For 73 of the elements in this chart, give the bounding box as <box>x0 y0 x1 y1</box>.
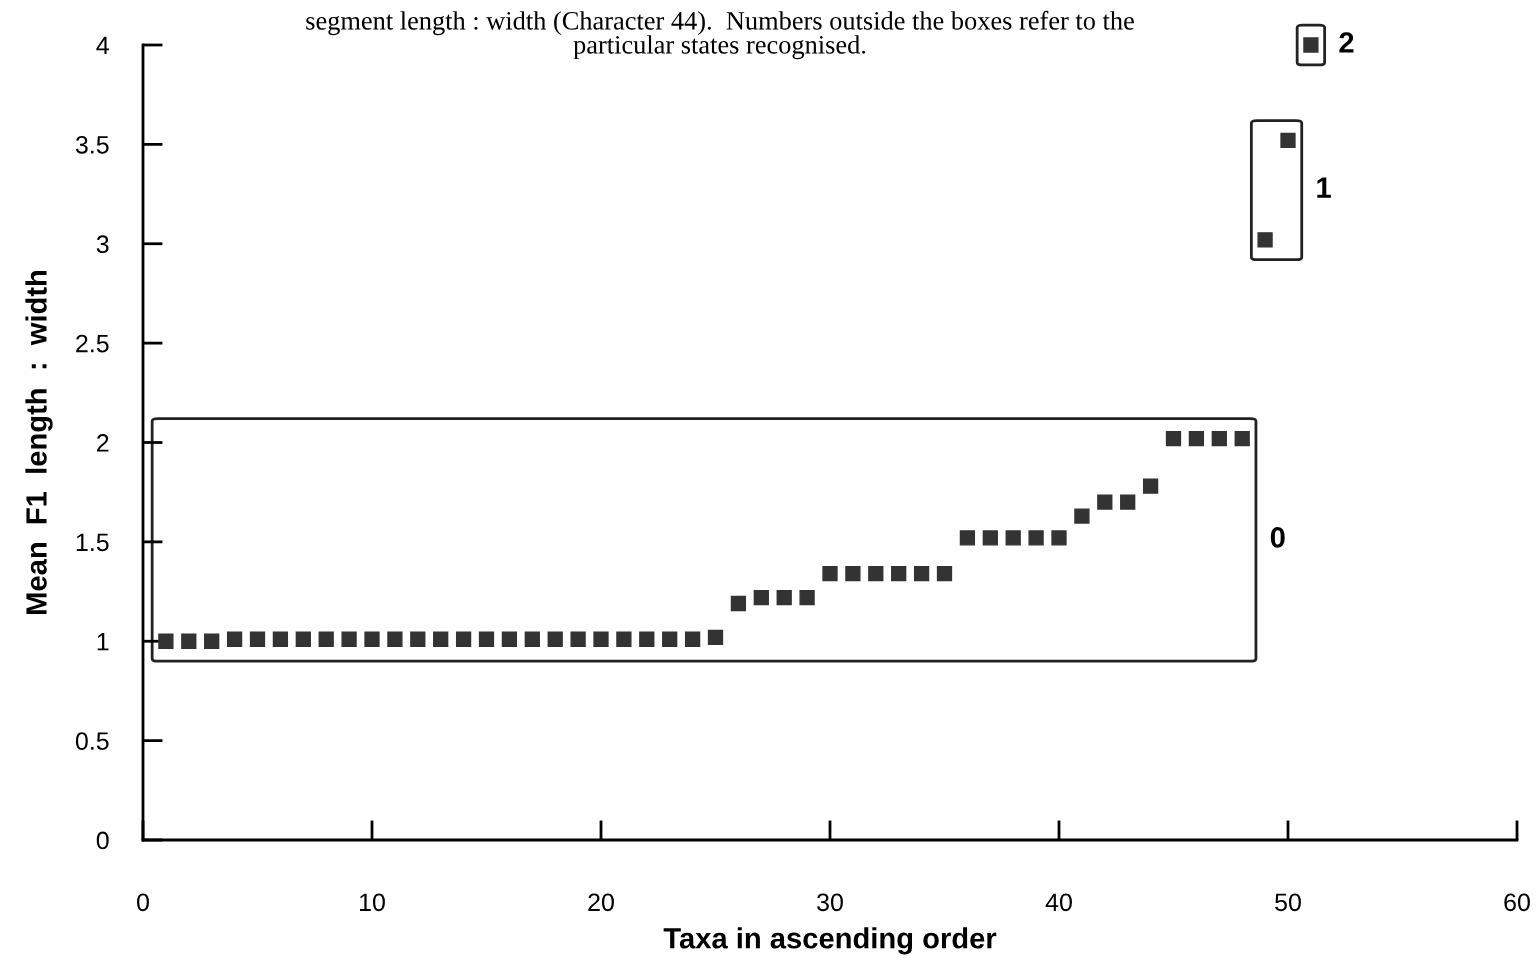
point <box>570 631 586 647</box>
y-tick-label: 3 <box>96 235 109 254</box>
point <box>1028 530 1044 546</box>
x-tick-label: 60 <box>1504 893 1530 912</box>
point <box>959 530 976 546</box>
point <box>341 631 357 647</box>
annotation: 0 <box>1270 527 1285 548</box>
point <box>936 566 953 582</box>
point <box>753 589 769 606</box>
point <box>891 566 907 582</box>
point <box>547 631 563 647</box>
point <box>707 629 724 645</box>
y-tick-label: 0 <box>96 831 109 850</box>
point <box>868 566 884 582</box>
y-axis-title: Mean F1 length : width <box>25 270 53 614</box>
point <box>799 589 815 606</box>
point <box>1211 430 1227 447</box>
x-tick-label: 10 <box>360 893 385 912</box>
point <box>501 631 518 647</box>
point <box>730 595 747 612</box>
point <box>158 633 174 649</box>
x-tick-label: 30 <box>817 893 843 912</box>
point <box>822 566 838 582</box>
point <box>913 566 930 582</box>
point <box>295 631 311 647</box>
point <box>776 589 792 606</box>
point <box>1097 494 1113 510</box>
point <box>433 631 449 647</box>
point <box>639 631 655 647</box>
point <box>524 631 540 647</box>
point <box>478 631 495 647</box>
point <box>616 631 632 647</box>
point <box>455 631 472 647</box>
point <box>364 631 380 647</box>
chart-title: segment length : width (Character 44). Numbers outside the boxes refer to the particular states recognised. <box>306 10 1134 60</box>
y-tick-label: 1 <box>97 633 109 651</box>
point <box>1142 478 1159 494</box>
point <box>1074 508 1090 524</box>
annotation: 1 <box>1317 177 1331 198</box>
y-tick-label: 4 <box>96 36 109 55</box>
point <box>982 530 998 546</box>
point <box>387 631 403 647</box>
point <box>684 631 701 647</box>
point <box>845 566 861 582</box>
y-tick-label: 2.5 <box>76 334 109 353</box>
y-tick-label: 2 <box>97 434 109 452</box>
point <box>1120 494 1136 510</box>
x-tick-label: 40 <box>1045 893 1072 912</box>
point <box>226 631 243 647</box>
point <box>1257 232 1273 248</box>
point <box>1295 23 1327 67</box>
point <box>1165 430 1182 447</box>
point <box>181 633 197 649</box>
point <box>272 631 289 647</box>
y-tick-label: 3.5 <box>75 135 109 154</box>
point <box>1005 530 1021 546</box>
point <box>410 631 426 647</box>
point <box>249 631 266 647</box>
point <box>1188 430 1205 447</box>
point <box>204 633 220 649</box>
x-tick-label: 50 <box>1275 893 1301 912</box>
y-tick-label: 1.5 <box>76 533 109 552</box>
point <box>1051 530 1067 546</box>
annotation: 2 <box>1339 32 1354 53</box>
x-tick-label: 20 <box>588 893 614 912</box>
point <box>1234 430 1250 447</box>
y-tick-label: 0.5 <box>75 732 109 750</box>
point <box>1280 132 1296 149</box>
point <box>318 631 334 647</box>
point <box>593 631 609 647</box>
x-axis-title: Taxa in ascending order <box>663 927 997 955</box>
point <box>662 631 678 647</box>
x-tick-label: 0 <box>137 893 149 912</box>
